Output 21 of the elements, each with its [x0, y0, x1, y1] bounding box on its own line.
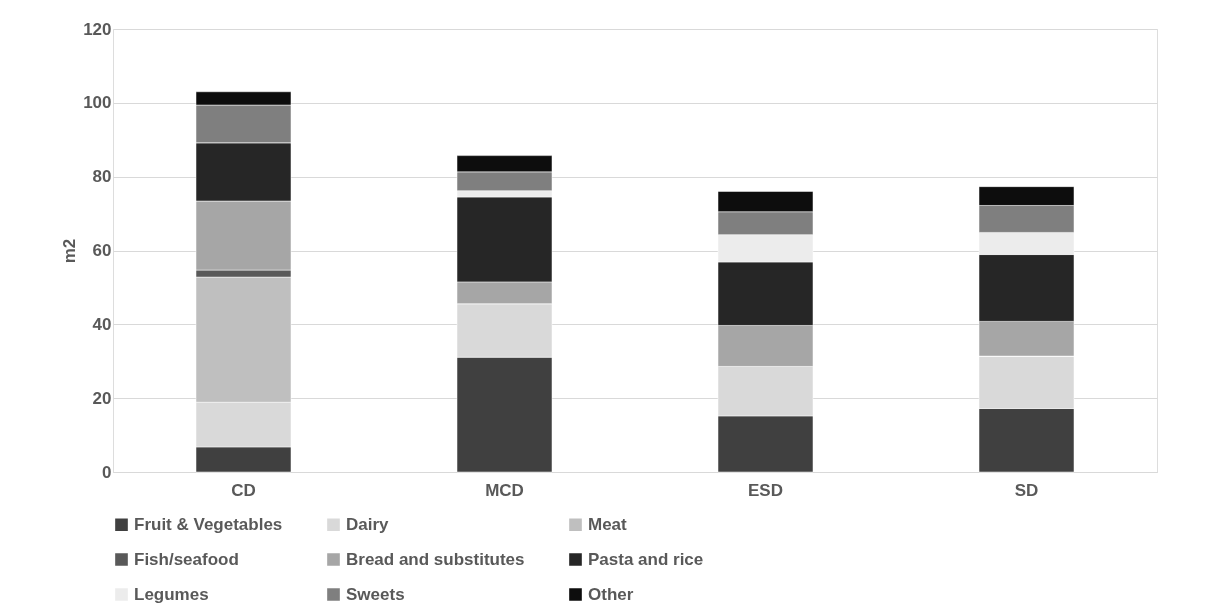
x-tick-label: CD	[231, 480, 256, 500]
y-tick-label: 100	[83, 93, 112, 113]
legend-label: Meat	[588, 514, 628, 534]
legend-label: Dairy	[346, 514, 390, 534]
x-tick-label: SD	[1014, 480, 1039, 500]
y-tick-label: 20	[92, 388, 112, 408]
x-tick-label: ESD	[748, 480, 783, 500]
y-tick-label: 0	[102, 462, 112, 482]
y-tick-label: 40	[92, 314, 112, 334]
legend-label: Pasta and rice	[588, 549, 704, 569]
y-axis-title: m2	[60, 238, 80, 264]
legend-label: Sweets	[346, 584, 405, 604]
y-tick-label: 80	[92, 167, 112, 187]
legend-label: Other	[588, 584, 634, 604]
y-tick-label: 120	[83, 19, 112, 39]
y-tick-label: 60	[92, 241, 112, 260]
legend-label: Legumes	[134, 584, 209, 604]
legend-label: Fish/seafood	[134, 549, 239, 569]
x-tick-label: MCD	[485, 480, 524, 500]
legend-label: Bread and substitutes	[346, 549, 525, 569]
legend-label: Fruit & Vegetables	[134, 514, 283, 534]
